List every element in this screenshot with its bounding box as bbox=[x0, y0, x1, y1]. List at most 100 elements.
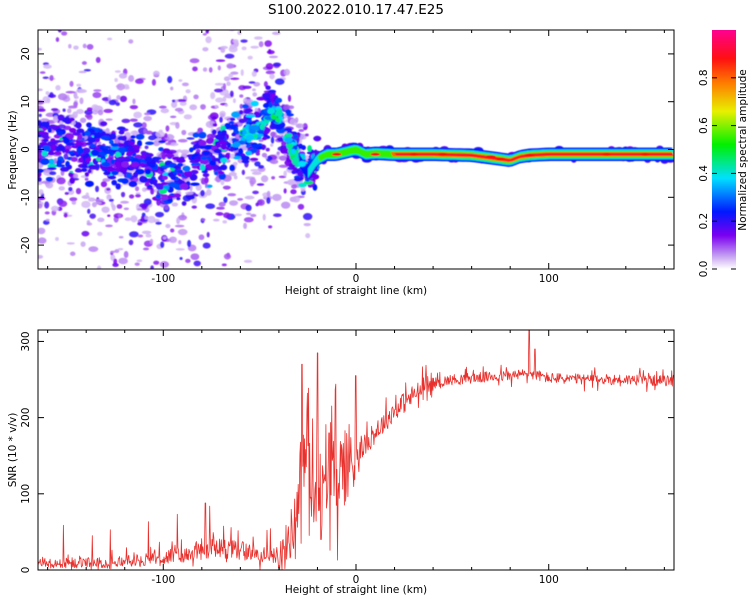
spectrogram-noise-blob bbox=[272, 193, 282, 202]
colorbar-tick-label: 0.0 bbox=[698, 261, 710, 278]
spectrogram-ridge-blob bbox=[204, 176, 209, 184]
spectrogram-ridge-blob bbox=[253, 111, 260, 117]
spectrogram-noise-blob bbox=[227, 193, 237, 197]
spectrogram-noise-blob bbox=[148, 135, 157, 141]
spectrogram-noise-blob bbox=[237, 197, 244, 201]
spectrogram-ridge-blob bbox=[53, 150, 62, 156]
spectrogram-noise-blob bbox=[179, 101, 187, 106]
spectrogram-noise-blob bbox=[145, 233, 152, 238]
spectrogram-y-tick-label: -20 bbox=[20, 237, 32, 254]
spectrogram-noise-blob bbox=[283, 170, 287, 177]
spectrogram-noise-blob bbox=[38, 47, 43, 51]
spectrogram-noise-blob bbox=[200, 104, 206, 110]
spectrogram-noise-blob bbox=[88, 197, 96, 202]
spectrogram-noise-blob bbox=[170, 228, 175, 233]
spectrogram-ridge-blob bbox=[313, 135, 322, 142]
spectrogram-noise-blob bbox=[135, 78, 144, 84]
spectrogram-ridge-blob bbox=[144, 168, 152, 175]
spectrogram-bright-blob bbox=[232, 141, 241, 148]
spectrogram-ridge-blob bbox=[158, 185, 164, 190]
spectrogram-noise-blob bbox=[38, 237, 47, 244]
spectrogram-noise-blob bbox=[81, 200, 91, 209]
spectrogram-noise-blob bbox=[96, 265, 102, 269]
spectrogram-noise-blob bbox=[118, 257, 128, 265]
spectrogram-ridge-blob bbox=[125, 172, 132, 179]
spectrogram-noise-blob bbox=[57, 93, 68, 101]
spectrogram-ridge-blob bbox=[110, 146, 121, 150]
spectrogram-noise-blob bbox=[149, 238, 154, 245]
spectrogram-noise-blob bbox=[155, 211, 164, 218]
spectrogram-ridge-blob bbox=[65, 142, 76, 146]
spectrogram-noise-blob bbox=[250, 213, 257, 218]
spectrogram-noise-blob bbox=[271, 176, 276, 180]
spectrogram-ridge-blob bbox=[128, 141, 135, 146]
spectrogram-noise-blob bbox=[160, 241, 165, 248]
spectrogram-noise-blob bbox=[58, 186, 65, 191]
spectrogram-noise-blob bbox=[115, 102, 120, 107]
spectrogram-noise-blob bbox=[120, 200, 130, 204]
spectrogram-noise-blob bbox=[171, 99, 176, 103]
spectrogram-ridge-blob bbox=[118, 130, 125, 135]
spectrogram-ridge-blob bbox=[300, 145, 306, 151]
spectrogram-noise-blob bbox=[76, 88, 85, 94]
spectrogram-bright-blob bbox=[284, 136, 293, 143]
spectrogram-noise-blob bbox=[256, 183, 265, 186]
spectrogram-noise-blob bbox=[102, 178, 111, 182]
spectrogram-noise-blob bbox=[183, 114, 193, 120]
spectrogram-ridge-blob bbox=[114, 151, 122, 158]
spectrogram-noise-blob bbox=[205, 30, 209, 34]
spectrogram-noise-blob bbox=[53, 157, 58, 164]
spectrogram-noise-blob bbox=[69, 251, 76, 257]
spectrogram-noise-blob bbox=[264, 40, 272, 47]
spectrogram-x-tick-label: 0 bbox=[353, 273, 360, 285]
spectrogram-ridge-blob bbox=[145, 152, 154, 158]
spectrogram-noise-blob bbox=[69, 197, 78, 202]
spectrogram-ridge-blob bbox=[211, 129, 217, 135]
spectrogram-noise-blob bbox=[137, 221, 143, 226]
spectrogram-hot-spot bbox=[408, 152, 419, 156]
spectrogram-ridge-blob bbox=[218, 152, 223, 157]
spectrogram-ridge-blob bbox=[100, 135, 111, 140]
spectrogram-ridge-blob bbox=[68, 172, 74, 177]
spectrogram-noise-blob bbox=[187, 239, 192, 248]
spectrogram-ridge-blob bbox=[229, 146, 235, 152]
spectrogram-noise-blob bbox=[113, 258, 118, 265]
snr-x-tick-label: 0 bbox=[353, 574, 360, 586]
spectrogram-ridge-blob bbox=[101, 161, 111, 167]
spectrogram-noise-blob bbox=[190, 253, 200, 261]
spectrogram-noise-blob bbox=[261, 152, 268, 158]
colorbar-gradient bbox=[712, 30, 736, 269]
spectrogram-noise-blob bbox=[71, 200, 77, 205]
spectrogram-noise-blob bbox=[68, 115, 77, 119]
spectrogram-ridge-blob bbox=[67, 164, 73, 170]
spectrogram-bright-blob bbox=[298, 160, 307, 167]
spectrogram-noise-blob bbox=[304, 133, 309, 137]
spectrogram-ridge-blob bbox=[130, 135, 136, 139]
spectrogram-noise-blob bbox=[241, 46, 247, 51]
spectrogram-hot-spot bbox=[331, 152, 342, 156]
spectrogram-noise-blob bbox=[100, 181, 108, 188]
spectrogram-noise-blob bbox=[251, 88, 256, 92]
spectrogram-noise-blob bbox=[251, 70, 257, 77]
spectrogram-hot-spot bbox=[524, 153, 535, 157]
spectrogram-ridge-blob bbox=[198, 140, 207, 147]
spectrogram-noise-blob bbox=[213, 218, 220, 222]
spectrogram-noise-blob bbox=[143, 115, 153, 122]
spectrogram-ridge-blob bbox=[42, 138, 49, 142]
spectrogram-noise-blob bbox=[234, 213, 242, 217]
spectrogram-noise-blob bbox=[265, 63, 274, 70]
spectrogram-noise-blob bbox=[41, 118, 50, 122]
spectrogram-ridge-blob bbox=[162, 175, 168, 181]
spectrogram-noise-blob bbox=[178, 79, 183, 82]
spectrogram-noise-blob bbox=[130, 215, 138, 223]
spectrogram-ridge-blob bbox=[98, 128, 103, 133]
spectrogram-noise-blob bbox=[226, 63, 234, 69]
spectrogram-ridge-blob bbox=[77, 134, 83, 141]
spectrogram-ridge-blob bbox=[205, 138, 214, 145]
spectrogram-noise-blob bbox=[192, 66, 198, 72]
spectrogram-ridge-blob bbox=[220, 157, 228, 163]
spectrogram-noise-blob bbox=[185, 89, 191, 94]
spectrogram-noise-blob bbox=[130, 130, 139, 136]
spectrogram-noise-blob bbox=[45, 91, 50, 96]
spectrogram-transition-blob bbox=[259, 123, 265, 131]
